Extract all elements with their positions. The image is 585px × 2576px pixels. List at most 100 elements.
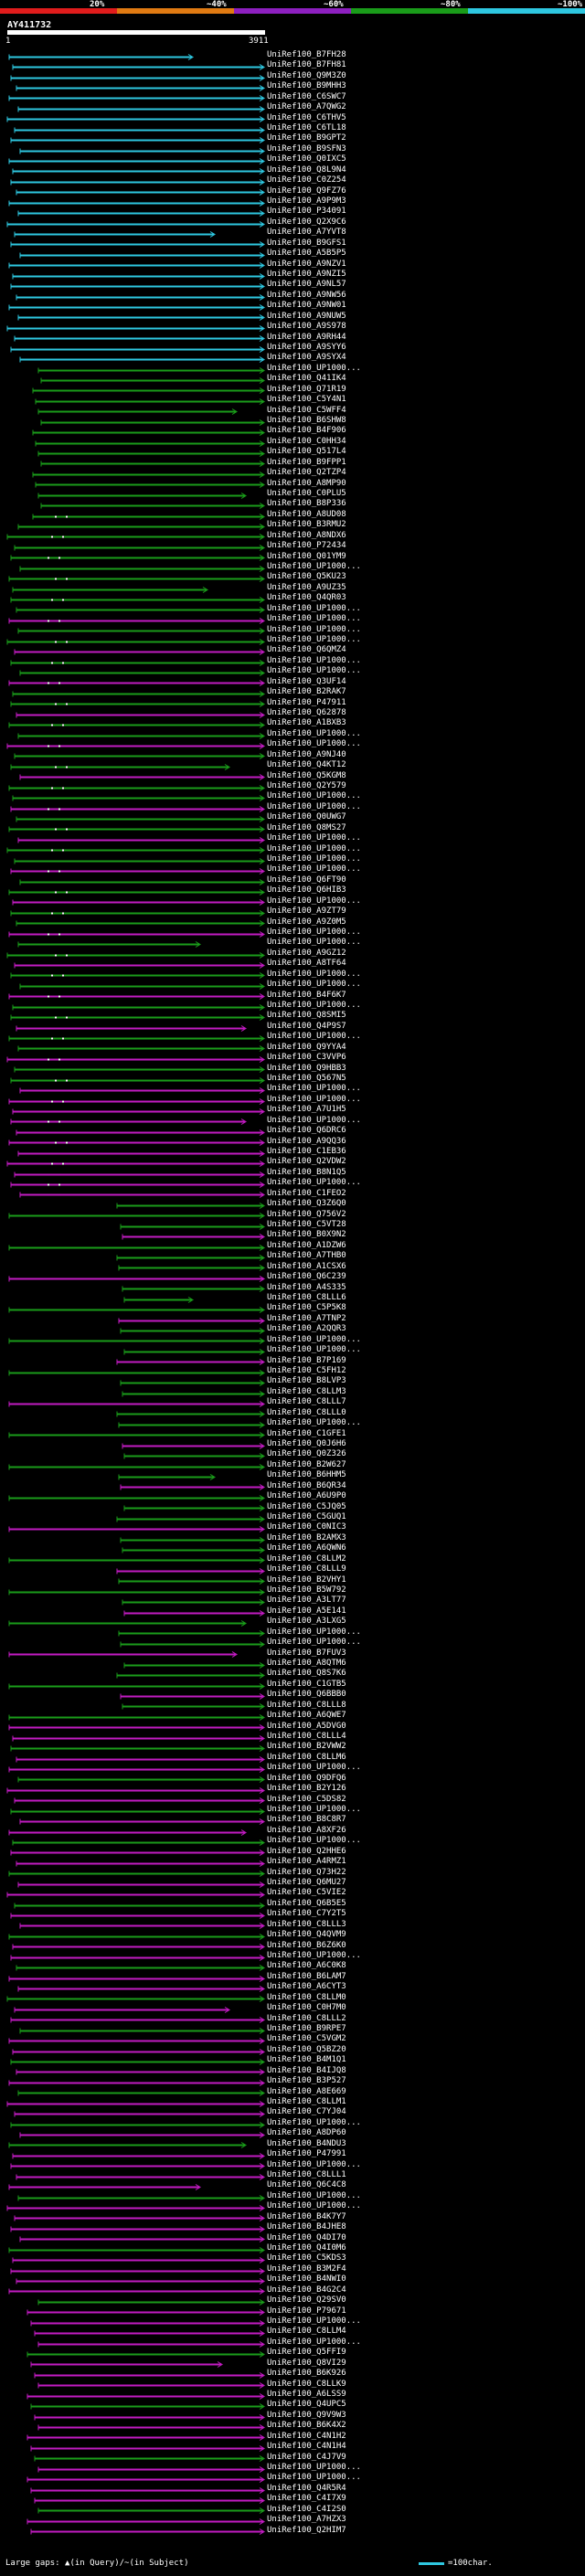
- hit-label[interactable]: UniRef100_UP1000...: [267, 1805, 361, 1814]
- hit-label[interactable]: UniRef100_C4I7X9: [267, 2494, 346, 2503]
- hit-label[interactable]: UniRef100_A7QWG2: [267, 102, 346, 111]
- hit-label[interactable]: UniRef100_Q29SV0: [267, 2295, 346, 2305]
- hit-label[interactable]: UniRef100_C8LLL6: [267, 1293, 346, 1302]
- hit-label[interactable]: UniRef100_Q4QVM9: [267, 1930, 346, 1939]
- hit-label[interactable]: UniRef100_B0X9N2: [267, 1230, 346, 1239]
- hit-label[interactable]: UniRef100_A8DP60: [267, 2128, 346, 2137]
- hit-label[interactable]: UniRef100_A7TNP2: [267, 1314, 346, 1323]
- hit-label[interactable]: UniRef100_Q6C239: [267, 1272, 346, 1281]
- hit-label[interactable]: UniRef100_B7FUV3: [267, 1648, 346, 1658]
- hit-label[interactable]: UniRef100_P79671: [267, 2306, 346, 2316]
- hit-label[interactable]: UniRef100_B2RAK7: [267, 687, 346, 696]
- hit-label[interactable]: UniRef100_A8E669: [267, 2087, 346, 2096]
- hit-label[interactable]: UniRef100_UP1000...: [267, 364, 361, 373]
- hit-label[interactable]: UniRef100_Q9HBB3: [267, 1064, 346, 1073]
- hit-label[interactable]: UniRef100_A4RMZ1: [267, 1857, 346, 1866]
- hit-label[interactable]: UniRef100_Q6MU27: [267, 1878, 346, 1887]
- hit-label[interactable]: UniRef100_Q2Y579: [267, 781, 346, 790]
- hit-label[interactable]: UniRef100_A9SYX4: [267, 353, 346, 362]
- hit-label[interactable]: UniRef100_Q2X9C6: [267, 217, 346, 227]
- hit-label[interactable]: UniRef100_Q4I0M6: [267, 2243, 346, 2253]
- hit-label[interactable]: UniRef100_UP1000...: [267, 1084, 361, 1093]
- hit-label[interactable]: UniRef100_UP1000...: [267, 656, 361, 665]
- hit-label[interactable]: UniRef100_Q4R5R4: [267, 2484, 346, 2493]
- hit-label[interactable]: UniRef100_A9RH44: [267, 333, 346, 342]
- hit-label[interactable]: UniRef100_C0HH34: [267, 437, 346, 446]
- hit-label[interactable]: UniRef100_A3LT77: [267, 1595, 346, 1605]
- hit-label[interactable]: UniRef100_A7HZX3: [267, 2515, 346, 2524]
- hit-label[interactable]: UniRef100_C8LLL4: [267, 1732, 346, 1741]
- hit-label[interactable]: UniRef100_A1CSX6: [267, 1262, 346, 1271]
- hit-label[interactable]: UniRef100_Q9V9W3: [267, 2411, 346, 2420]
- hit-label[interactable]: UniRef100_A8UD08: [267, 510, 346, 519]
- hit-label[interactable]: UniRef100_C8LLK9: [267, 2380, 346, 2389]
- hit-label[interactable]: UniRef100_A8MP90: [267, 479, 346, 488]
- hit-label[interactable]: UniRef100_Q567N5: [267, 1074, 346, 1083]
- hit-label[interactable]: UniRef100_UP1000...: [267, 1345, 361, 1354]
- hit-label[interactable]: UniRef100_B9GPT2: [267, 133, 346, 143]
- hit-label[interactable]: UniRef100_C1EB36: [267, 1147, 346, 1156]
- hit-label[interactable]: UniRef100_A5E141: [267, 1606, 346, 1616]
- hit-label[interactable]: UniRef100_C4N1H4: [267, 2442, 346, 2451]
- hit-label[interactable]: UniRef100_Q5KU23: [267, 572, 346, 581]
- hit-label[interactable]: UniRef100_Q3Z6Q0: [267, 1199, 346, 1208]
- hit-label[interactable]: UniRef100_UP1000...: [267, 1335, 361, 1344]
- hit-label[interactable]: UniRef100_B4G2C4: [267, 2285, 346, 2295]
- hit-label[interactable]: UniRef100_C5KDS3: [267, 2253, 346, 2263]
- hit-label[interactable]: UniRef100_C7Y2T5: [267, 1909, 346, 1918]
- hit-label[interactable]: UniRef100_A9QQ36: [267, 1137, 346, 1146]
- hit-label[interactable]: UniRef100_C4N1H2: [267, 2432, 346, 2441]
- hit-label[interactable]: UniRef100_UP1000...: [267, 1116, 361, 1125]
- hit-label[interactable]: UniRef100_A5DVG0: [267, 1722, 346, 1731]
- hit-label[interactable]: UniRef100_A7YVT8: [267, 228, 346, 237]
- hit-label[interactable]: UniRef100_B4K7Y7: [267, 2212, 346, 2221]
- hit-label[interactable]: UniRef100_Q71R19: [267, 385, 346, 394]
- hit-label[interactable]: UniRef100_C8LLL3: [267, 1920, 346, 1929]
- hit-label[interactable]: UniRef100_A2QQR3: [267, 1324, 346, 1333]
- hit-label[interactable]: UniRef100_C8LLL1: [267, 2170, 346, 2179]
- hit-label[interactable]: UniRef100_B7FH81: [267, 60, 346, 69]
- hit-label[interactable]: UniRef100_Q517L4: [267, 447, 346, 456]
- hit-label[interactable]: UniRef100_UP1000...: [267, 1418, 361, 1427]
- hit-label[interactable]: UniRef100_Q2HHE6: [267, 1847, 346, 1856]
- hit-label[interactable]: UniRef100_A7U1H5: [267, 1105, 346, 1114]
- hit-label[interactable]: UniRef100_UP1000...: [267, 2337, 361, 2347]
- hit-label[interactable]: UniRef100_C4I2S0: [267, 2505, 346, 2514]
- hit-label[interactable]: UniRef100_C8LLM0: [267, 1993, 346, 2002]
- hit-label[interactable]: UniRef100_B2VWW2: [267, 1742, 346, 1751]
- hit-label[interactable]: UniRef100_A9NUW5: [267, 312, 346, 321]
- hit-label[interactable]: UniRef100_Q6BBB0: [267, 1690, 346, 1699]
- hit-label[interactable]: UniRef100_P34091: [267, 207, 346, 216]
- hit-label[interactable]: UniRef100_Q73H22: [267, 1868, 346, 1877]
- hit-label[interactable]: UniRef100_C0PLU5: [267, 489, 346, 498]
- hit-label[interactable]: UniRef100_UP1000...: [267, 1763, 361, 1772]
- hit-label[interactable]: UniRef100_P47911: [267, 698, 346, 707]
- hit-label[interactable]: UniRef100_UP1000...: [267, 1095, 361, 1104]
- hit-label[interactable]: UniRef100_C0Z254: [267, 175, 346, 185]
- hit-label[interactable]: UniRef100_Q8MS27: [267, 823, 346, 832]
- hit-label[interactable]: UniRef100_B7P169: [267, 1356, 346, 1365]
- hit-label[interactable]: UniRef100_A9UZ35: [267, 583, 346, 592]
- hit-label[interactable]: UniRef100_UP1000...: [267, 2473, 361, 2482]
- hit-label[interactable]: UniRef100_Q9FZ76: [267, 186, 346, 196]
- hit-label[interactable]: UniRef100_B6HHM5: [267, 1470, 346, 1479]
- hit-label[interactable]: UniRef100_A9NW01: [267, 301, 346, 310]
- hit-label[interactable]: UniRef100_A7THB0: [267, 1251, 346, 1260]
- hit-label[interactable]: UniRef100_UP1000...: [267, 970, 361, 979]
- hit-label[interactable]: UniRef100_Q0Z326: [267, 1449, 346, 1458]
- hit-label[interactable]: UniRef100_B6Z6K0: [267, 1941, 346, 1950]
- hit-label[interactable]: UniRef100_Q8L9N4: [267, 165, 346, 175]
- hit-label[interactable]: UniRef100_A6CYT3: [267, 1982, 346, 1991]
- hit-label[interactable]: UniRef100_UP1000...: [267, 739, 361, 748]
- hit-label[interactable]: UniRef100_B9FPP1: [267, 458, 346, 467]
- hit-label[interactable]: UniRef100_UP1000...: [267, 1032, 361, 1041]
- hit-label[interactable]: UniRef100_Q4QR03: [267, 593, 346, 602]
- hit-label[interactable]: UniRef100_Q2HIM7: [267, 2526, 346, 2535]
- hit-label[interactable]: UniRef100_C5P5K8: [267, 1303, 346, 1312]
- hit-label[interactable]: UniRef100_UP1000...: [267, 614, 361, 623]
- hit-label[interactable]: UniRef100_A6QWE7: [267, 1711, 346, 1720]
- hit-label[interactable]: UniRef100_UP1000...: [267, 1638, 361, 1647]
- hit-label[interactable]: UniRef100_B4NDU3: [267, 2139, 346, 2148]
- hit-label[interactable]: UniRef100_Q2TZP4: [267, 468, 346, 477]
- hit-label[interactable]: UniRef100_B3M2F4: [267, 2264, 346, 2274]
